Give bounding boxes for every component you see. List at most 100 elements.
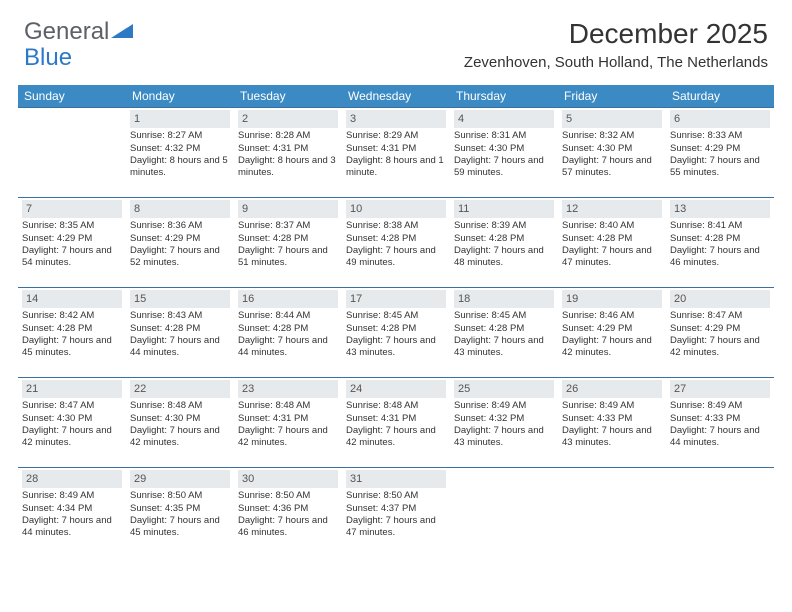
day-info: Sunrise: 8:50 AMSunset: 4:35 PMDaylight:… bbox=[130, 490, 230, 539]
day-info: Sunrise: 8:49 AMSunset: 4:34 PMDaylight:… bbox=[22, 490, 122, 539]
day-info: Sunrise: 8:39 AMSunset: 4:28 PMDaylight:… bbox=[454, 220, 554, 269]
weekday-header: Sunday bbox=[18, 85, 126, 108]
day-info: Sunrise: 8:38 AMSunset: 4:28 PMDaylight:… bbox=[346, 220, 446, 269]
calendar-day-cell: 13Sunrise: 8:41 AMSunset: 4:28 PMDayligh… bbox=[666, 198, 774, 288]
day-info: Sunrise: 8:49 AMSunset: 4:33 PMDaylight:… bbox=[562, 400, 662, 449]
day-number: 26 bbox=[562, 380, 662, 398]
calendar-day-cell bbox=[450, 468, 558, 558]
location: Zevenhoven, South Holland, The Netherlan… bbox=[464, 54, 768, 71]
day-info: Sunrise: 8:31 AMSunset: 4:30 PMDaylight:… bbox=[454, 130, 554, 179]
day-number: 4 bbox=[454, 110, 554, 128]
day-info: Sunrise: 8:33 AMSunset: 4:29 PMDaylight:… bbox=[670, 130, 770, 179]
day-info: Sunrise: 8:44 AMSunset: 4:28 PMDaylight:… bbox=[238, 310, 338, 359]
calendar-day-cell: 6 Sunrise: 8:33 AMSunset: 4:29 PMDaylight… bbox=[666, 108, 774, 198]
weekday-header: Friday bbox=[558, 85, 666, 108]
calendar-day-cell: 17 Sunrise: 8:45 AMSunset: 4:28 PMDayligh… bbox=[342, 288, 450, 378]
calendar-week-row: 1Sunrise: 8:27 AMSunset: 4:32 PMDaylight… bbox=[18, 108, 774, 198]
day-number: 30 bbox=[238, 470, 338, 488]
day-info: Sunrise: 8:40 AMSunset: 4:28 PMDaylight:… bbox=[562, 220, 662, 269]
calendar-day-cell: 15 Sunrise: 8:43 AMSunset: 4:28 PMDayligh… bbox=[126, 288, 234, 378]
calendar-day-cell: 25 Sunrise: 8:49 AMSunset: 4:32 PMDayligh… bbox=[450, 378, 558, 468]
calendar-day-cell: 31Sunrise: 8:50 AMSunset: 4:37 PMDayligh… bbox=[342, 468, 450, 558]
day-info: Sunrise: 8:50 AMSunset: 4:37 PMDaylight:… bbox=[346, 490, 446, 539]
calendar-day-cell: 8 Sunrise: 8:36 AMSunset: 4:29 PMDaylight… bbox=[126, 198, 234, 288]
day-number: 12 bbox=[562, 200, 662, 218]
logo-triangle-icon bbox=[111, 20, 133, 38]
day-number: 16 bbox=[238, 290, 338, 308]
day-number: 7 bbox=[22, 200, 122, 218]
day-info: Sunrise: 8:43 AMSunset: 4:28 PMDaylight:… bbox=[130, 310, 230, 359]
day-number: 10 bbox=[346, 200, 446, 218]
calendar-day-cell: 23 Sunrise: 8:48 AMSunset: 4:31 PMDayligh… bbox=[234, 378, 342, 468]
day-number: 27 bbox=[670, 380, 770, 398]
calendar-table: SundayMondayTuesdayWednesdayThursdayFrid… bbox=[18, 85, 774, 558]
day-info: Sunrise: 8:48 AMSunset: 4:31 PMDaylight:… bbox=[238, 400, 338, 449]
day-number: 28 bbox=[22, 470, 122, 488]
day-info: Sunrise: 8:45 AMSunset: 4:28 PMDaylight:… bbox=[346, 310, 446, 359]
day-number: 15 bbox=[130, 290, 230, 308]
calendar-day-cell bbox=[666, 468, 774, 558]
day-number: 25 bbox=[454, 380, 554, 398]
day-info: Sunrise: 8:36 AMSunset: 4:29 PMDaylight:… bbox=[130, 220, 230, 269]
day-number: 5 bbox=[562, 110, 662, 128]
calendar-day-cell: 22Sunrise: 8:48 AMSunset: 4:30 PMDayligh… bbox=[126, 378, 234, 468]
day-info: Sunrise: 8:32 AMSunset: 4:30 PMDaylight:… bbox=[562, 130, 662, 179]
day-number: 23 bbox=[238, 380, 338, 398]
logo: General bbox=[24, 18, 133, 46]
day-info: Sunrise: 8:47 AMSunset: 4:30 PMDaylight:… bbox=[22, 400, 122, 449]
calendar-week-row: 28 Sunrise: 8:49 AMSunset: 4:34 PMDayligh… bbox=[18, 468, 774, 558]
day-number: 17 bbox=[346, 290, 446, 308]
day-number: 6 bbox=[670, 110, 770, 128]
calendar-day-cell: 28 Sunrise: 8:49 AMSunset: 4:34 PMDayligh… bbox=[18, 468, 126, 558]
calendar-day-cell: 12 Sunrise: 8:40 AMSunset: 4:28 PMDayligh… bbox=[558, 198, 666, 288]
day-number: 1 bbox=[130, 110, 230, 128]
calendar-day-cell: 24 Sunrise: 8:48 AMSunset: 4:31 PMDayligh… bbox=[342, 378, 450, 468]
day-info: Sunrise: 8:37 AMSunset: 4:28 PMDaylight:… bbox=[238, 220, 338, 269]
day-info: Sunrise: 8:46 AMSunset: 4:29 PMDaylight:… bbox=[562, 310, 662, 359]
calendar-day-cell: 16 Sunrise: 8:44 AMSunset: 4:28 PMDayligh… bbox=[234, 288, 342, 378]
header: General December 2025 Zevenhoven, South … bbox=[0, 0, 792, 77]
calendar-week-row: 7 Sunrise: 8:35 AMSunset: 4:29 PMDaylight… bbox=[18, 198, 774, 288]
calendar-day-cell: 20Sunrise: 8:47 AMSunset: 4:29 PMDayligh… bbox=[666, 288, 774, 378]
day-number: 19 bbox=[562, 290, 662, 308]
month-title: December 2025 bbox=[464, 18, 768, 50]
day-info: Sunrise: 8:35 AMSunset: 4:29 PMDaylight:… bbox=[22, 220, 122, 269]
day-number: 11 bbox=[454, 200, 554, 218]
day-info: Sunrise: 8:48 AMSunset: 4:31 PMDaylight:… bbox=[346, 400, 446, 449]
logo-text-2: Blue bbox=[24, 44, 72, 72]
day-number: 8 bbox=[130, 200, 230, 218]
calendar-day-cell: 9 Sunrise: 8:37 AMSunset: 4:28 PMDaylight… bbox=[234, 198, 342, 288]
calendar-week-row: 14Sunrise: 8:42 AMSunset: 4:28 PMDayligh… bbox=[18, 288, 774, 378]
calendar-day-cell: 26 Sunrise: 8:49 AMSunset: 4:33 PMDayligh… bbox=[558, 378, 666, 468]
day-number: 3 bbox=[346, 110, 446, 128]
day-number: 24 bbox=[346, 380, 446, 398]
day-number: 21 bbox=[22, 380, 122, 398]
calendar-day-cell: 14Sunrise: 8:42 AMSunset: 4:28 PMDayligh… bbox=[18, 288, 126, 378]
calendar-day-cell: 10 Sunrise: 8:38 AMSunset: 4:28 PMDayligh… bbox=[342, 198, 450, 288]
day-number: 2 bbox=[238, 110, 338, 128]
calendar-day-cell: 21 Sunrise: 8:47 AMSunset: 4:30 PMDayligh… bbox=[18, 378, 126, 468]
day-info: Sunrise: 8:47 AMSunset: 4:29 PMDaylight:… bbox=[670, 310, 770, 359]
title-block: December 2025 Zevenhoven, South Holland,… bbox=[464, 18, 768, 71]
logo-text-1: General bbox=[24, 18, 109, 46]
day-number: 29 bbox=[130, 470, 230, 488]
calendar-day-cell: 2 Sunrise: 8:28 AMSunset: 4:31 PMDaylight… bbox=[234, 108, 342, 198]
day-info: Sunrise: 8:28 AMSunset: 4:31 PMDaylight:… bbox=[238, 130, 338, 179]
weekday-header: Saturday bbox=[666, 85, 774, 108]
calendar-day-cell: 3Sunrise: 8:29 AMSunset: 4:31 PMDaylight… bbox=[342, 108, 450, 198]
day-number: 18 bbox=[454, 290, 554, 308]
calendar-day-cell: 5 Sunrise: 8:32 AMSunset: 4:30 PMDaylight… bbox=[558, 108, 666, 198]
day-number: 9 bbox=[238, 200, 338, 218]
day-info: Sunrise: 8:49 AMSunset: 4:32 PMDaylight:… bbox=[454, 400, 554, 449]
calendar-header-row: SundayMondayTuesdayWednesdayThursdayFrid… bbox=[18, 85, 774, 108]
calendar-day-cell: 27Sunrise: 8:49 AMSunset: 4:33 PMDayligh… bbox=[666, 378, 774, 468]
calendar-day-cell: 11 Sunrise: 8:39 AMSunset: 4:28 PMDayligh… bbox=[450, 198, 558, 288]
calendar-day-cell: 19 Sunrise: 8:46 AMSunset: 4:29 PMDayligh… bbox=[558, 288, 666, 378]
day-info: Sunrise: 8:41 AMSunset: 4:28 PMDaylight:… bbox=[670, 220, 770, 269]
day-info: Sunrise: 8:45 AMSunset: 4:28 PMDaylight:… bbox=[454, 310, 554, 359]
calendar-day-cell: 1Sunrise: 8:27 AMSunset: 4:32 PMDaylight… bbox=[126, 108, 234, 198]
calendar-day-cell: 30Sunrise: 8:50 AMSunset: 4:36 PMDayligh… bbox=[234, 468, 342, 558]
calendar-day-cell: 7 Sunrise: 8:35 AMSunset: 4:29 PMDaylight… bbox=[18, 198, 126, 288]
day-info: Sunrise: 8:48 AMSunset: 4:30 PMDaylight:… bbox=[130, 400, 230, 449]
weekday-header: Monday bbox=[126, 85, 234, 108]
